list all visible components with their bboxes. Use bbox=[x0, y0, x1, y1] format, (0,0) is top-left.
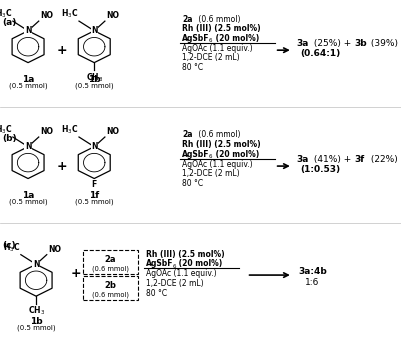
Text: 6: 6 bbox=[173, 264, 176, 269]
Text: (20 mol%): (20 mol%) bbox=[213, 150, 259, 159]
Text: 3b: 3b bbox=[354, 39, 367, 48]
Text: (0.5 mmol): (0.5 mmol) bbox=[75, 198, 113, 205]
FancyBboxPatch shape bbox=[83, 250, 138, 274]
Text: +: + bbox=[57, 160, 67, 173]
Text: 1,2-DCE (2 mL): 1,2-DCE (2 mL) bbox=[182, 53, 240, 62]
Text: (b): (b) bbox=[2, 134, 16, 143]
Text: (0.6 mmol): (0.6 mmol) bbox=[196, 130, 240, 139]
Text: (1:0.53): (1:0.53) bbox=[301, 165, 341, 174]
Text: 2a: 2a bbox=[105, 255, 116, 264]
Text: 2a: 2a bbox=[182, 15, 193, 24]
Text: N: N bbox=[91, 142, 97, 151]
Text: (0.6 mmol): (0.6 mmol) bbox=[92, 291, 129, 298]
Text: H$_3$C: H$_3$C bbox=[0, 8, 12, 20]
Text: NO: NO bbox=[106, 11, 119, 20]
Text: 1b: 1b bbox=[30, 317, 43, 326]
Text: 6: 6 bbox=[209, 154, 213, 159]
Text: AgOAc (1.1 equiv.): AgOAc (1.1 equiv.) bbox=[182, 160, 253, 169]
Text: (0.6 mmol): (0.6 mmol) bbox=[92, 265, 129, 272]
Text: (41%) +: (41%) + bbox=[311, 155, 354, 164]
Text: 1,2-DCE (2 mL): 1,2-DCE (2 mL) bbox=[146, 279, 204, 288]
Text: (0.5 mmol): (0.5 mmol) bbox=[9, 198, 47, 205]
Text: NO: NO bbox=[48, 245, 61, 254]
Text: 80 °C: 80 °C bbox=[146, 289, 168, 298]
Text: 3f: 3f bbox=[354, 155, 365, 164]
Text: (0.5 mmol): (0.5 mmol) bbox=[75, 82, 113, 89]
Text: Rh (III) (2.5 mol%): Rh (III) (2.5 mol%) bbox=[182, 24, 261, 33]
Text: (0.5 mmol): (0.5 mmol) bbox=[9, 82, 47, 89]
Text: AgOAc (1.1 equiv.): AgOAc (1.1 equiv.) bbox=[146, 269, 217, 278]
Text: 1f: 1f bbox=[89, 191, 99, 200]
Text: CH$_3$: CH$_3$ bbox=[86, 71, 103, 84]
Text: NO: NO bbox=[40, 127, 53, 136]
Text: 80 °C: 80 °C bbox=[182, 179, 204, 188]
Text: 2a: 2a bbox=[182, 130, 193, 139]
Text: (20 mol%): (20 mol%) bbox=[176, 260, 223, 268]
Text: (a): (a) bbox=[2, 18, 16, 27]
FancyBboxPatch shape bbox=[83, 276, 138, 300]
Text: +: + bbox=[71, 267, 81, 280]
Text: 2b: 2b bbox=[104, 281, 116, 290]
Text: N: N bbox=[25, 142, 31, 151]
Text: (22%): (22%) bbox=[368, 155, 398, 164]
Text: AgOAc (1.1 equiv.): AgOAc (1.1 equiv.) bbox=[182, 44, 253, 53]
Text: H$_3$C: H$_3$C bbox=[61, 8, 78, 20]
Text: N: N bbox=[33, 260, 39, 269]
Text: +: + bbox=[57, 44, 67, 57]
Text: Rh (III) (2.5 mol%): Rh (III) (2.5 mol%) bbox=[146, 250, 225, 259]
Text: AgSbF: AgSbF bbox=[146, 260, 174, 268]
Text: NO: NO bbox=[106, 127, 119, 136]
Text: NO: NO bbox=[40, 11, 53, 20]
Text: (0.64:1): (0.64:1) bbox=[301, 49, 341, 58]
Text: H$_3$C: H$_3$C bbox=[3, 242, 20, 254]
Text: 1:6: 1:6 bbox=[305, 278, 319, 287]
Text: (39%): (39%) bbox=[368, 39, 398, 48]
Text: (25%) +: (25%) + bbox=[311, 39, 354, 48]
Text: CH$_3$: CH$_3$ bbox=[28, 305, 45, 317]
Text: N: N bbox=[91, 26, 97, 35]
Text: AgSbF: AgSbF bbox=[182, 150, 210, 159]
Text: (20 mol%): (20 mol%) bbox=[213, 34, 259, 43]
Text: 6: 6 bbox=[209, 38, 213, 43]
Text: H$_3$C: H$_3$C bbox=[61, 124, 78, 136]
Text: 3a: 3a bbox=[297, 39, 309, 48]
Text: (c): (c) bbox=[2, 241, 16, 250]
Text: Rh (III) (2.5 mol%): Rh (III) (2.5 mol%) bbox=[182, 140, 261, 149]
Text: F: F bbox=[91, 180, 97, 189]
Text: (0.6 mmol): (0.6 mmol) bbox=[196, 15, 240, 24]
Text: 1,2-DCE (2 mL): 1,2-DCE (2 mL) bbox=[182, 169, 240, 178]
Text: 1a: 1a bbox=[22, 191, 34, 200]
Text: 1a: 1a bbox=[22, 75, 34, 84]
Text: 80 °C: 80 °C bbox=[182, 63, 204, 72]
Text: (0.5 mmol): (0.5 mmol) bbox=[17, 325, 55, 331]
Text: AgSbF: AgSbF bbox=[182, 34, 210, 43]
Text: 3a:4b: 3a:4b bbox=[299, 267, 328, 276]
Text: H$_3$C: H$_3$C bbox=[0, 124, 12, 136]
Text: 3a: 3a bbox=[297, 155, 309, 164]
Text: N: N bbox=[25, 26, 31, 35]
Text: 1b: 1b bbox=[88, 75, 101, 84]
